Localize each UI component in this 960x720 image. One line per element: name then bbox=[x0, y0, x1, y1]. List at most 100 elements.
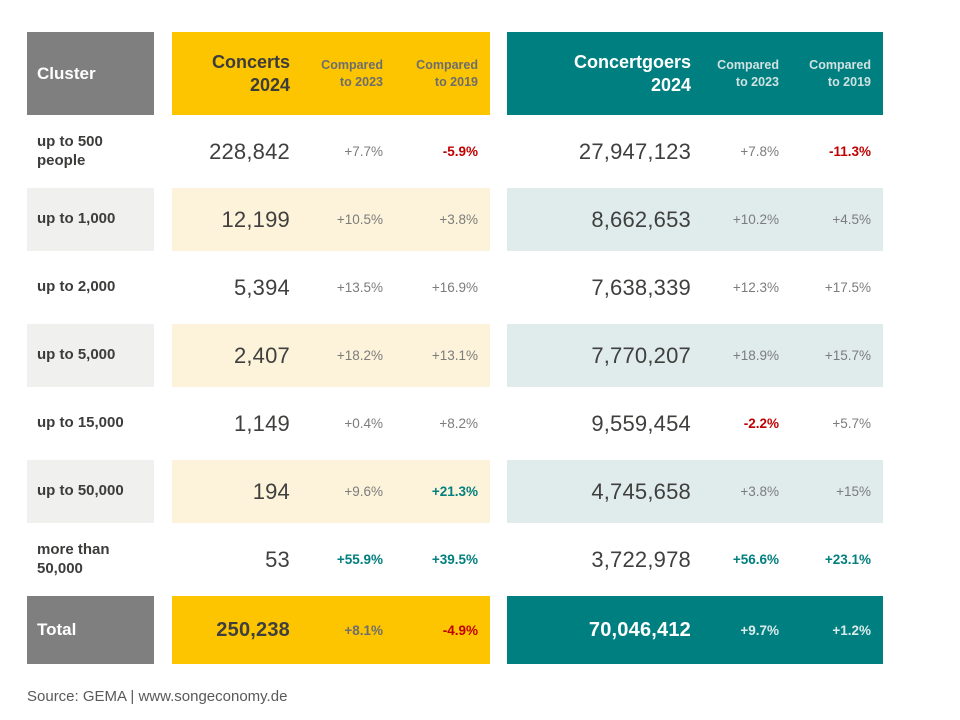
concerts-vs2019-cell: +21.3% bbox=[395, 460, 490, 523]
concerts-vs2023-value: +13.5% bbox=[336, 280, 383, 295]
cluster-cell: up to 50,000 bbox=[27, 460, 154, 523]
table-row: up to 500 people 228,842 +7.7% -5.9% 27,… bbox=[27, 120, 960, 183]
table-row: more than 50,000 53 +55.9% +39.5% 3,722,… bbox=[27, 528, 960, 591]
concertgoers-vs2019-value: +15% bbox=[836, 484, 871, 499]
concertgoers-value-cell: 27,947,123 bbox=[507, 120, 703, 183]
concertgoers-vs2019-cell: +23.1% bbox=[791, 528, 883, 591]
source-note: Source: GEMA | www.songeconomy.de bbox=[27, 688, 288, 705]
concerts-value: 1,149 bbox=[233, 410, 290, 436]
concertgoers-vs2019-value: +15.7% bbox=[824, 348, 871, 363]
concertgoers-vs2019-cell: +1.2% bbox=[791, 596, 883, 664]
concerts-vs2023-value: +0.4% bbox=[344, 416, 383, 431]
cluster-label: more than 50,000 bbox=[37, 540, 110, 577]
concerts-value: 5,394 bbox=[233, 274, 290, 300]
concertgoers-vs2023-label: Compared to 2023 bbox=[717, 57, 779, 89]
concertgoers-vs2019-cell: -11.3% bbox=[791, 120, 883, 183]
concertgoers-value: 9,559,454 bbox=[591, 410, 691, 436]
concerts-value-cell: 250,238 bbox=[172, 596, 302, 664]
concertgoers-value-cell: 70,046,412 bbox=[507, 596, 703, 664]
concertgoers-vs2023-value: +7.8% bbox=[740, 144, 779, 159]
concertgoers-value: 7,770,207 bbox=[591, 342, 691, 368]
concertgoers-vs2023-value: +10.2% bbox=[732, 212, 779, 227]
table-row: up to 2,000 5,394 +13.5% +16.9% 7,638,33… bbox=[27, 256, 960, 319]
concertgoers-vs2019-value: +17.5% bbox=[824, 280, 871, 295]
concertgoers-value-cell: 9,559,454 bbox=[507, 392, 703, 455]
concerts-vs2023-value: +10.5% bbox=[336, 212, 383, 227]
concertgoers-vs2023-cell: +56.6% bbox=[703, 528, 791, 591]
concertgoers-group: 8,662,653 +10.2% +4.5% bbox=[507, 188, 883, 251]
concerts-vs2023-label: Compared to 2023 bbox=[321, 57, 383, 89]
concertgoers-group: 7,638,339 +12.3% +17.5% bbox=[507, 256, 883, 319]
concerts-value: 2,407 bbox=[233, 342, 290, 368]
concertgoers-vs2019-value: +4.5% bbox=[832, 212, 871, 227]
concerts-vs2023-value: +18.2% bbox=[336, 348, 383, 363]
cluster-cell: up to 2,000 bbox=[27, 256, 154, 319]
concertgoers-group: 4,745,658 +3.8% +15% bbox=[507, 460, 883, 523]
concertgoers-title: Concertgoers 2024 bbox=[573, 52, 691, 95]
concerts-vs2019-value: +16.9% bbox=[431, 280, 478, 295]
concertgoers-vs2019-label: Compared to 2019 bbox=[809, 57, 871, 89]
concertgoers-vs2019-cell: +17.5% bbox=[791, 256, 883, 319]
concerts-group: 250,238 +8.1% -4.9% bbox=[172, 596, 490, 664]
table-row: up to 15,000 1,149 +0.4% +8.2% 9,559,454… bbox=[27, 392, 960, 455]
concerts-group: 194 +9.6% +21.3% bbox=[172, 460, 490, 523]
concertgoers-vs2023-cell: +10.2% bbox=[703, 188, 791, 251]
concertgoers-value-cell: 4,745,658 bbox=[507, 460, 703, 523]
concerts-vs2019-cell: -5.9% bbox=[395, 120, 490, 183]
concertgoers-vs2019-header: Compared to 2019 bbox=[791, 32, 883, 115]
concertgoers-value: 27,947,123 bbox=[578, 138, 691, 164]
concerts-header-group: Concerts 2024 Compared to 2023 Compared … bbox=[172, 32, 490, 115]
concertgoers-header-group: Concertgoers 2024 Compared to 2023 Compa… bbox=[507, 32, 883, 115]
concertgoers-total-value: 70,046,412 bbox=[588, 618, 691, 641]
concertgoers-vs2019-value: +23.1% bbox=[824, 552, 871, 567]
concerts-vs2023-cell: +18.2% bbox=[302, 324, 395, 387]
concerts-vs2019-cell: -4.9% bbox=[395, 596, 490, 664]
concerts-vs2023-value: +7.7% bbox=[344, 144, 383, 159]
concerts-value: 12,199 bbox=[221, 206, 290, 232]
concerts-vs2019-cell: +16.9% bbox=[395, 256, 490, 319]
concertgoers-vs2019-value: +5.7% bbox=[832, 416, 871, 431]
concerts-value-cell: 12,199 bbox=[172, 188, 302, 251]
concerts-group: 5,394 +13.5% +16.9% bbox=[172, 256, 490, 319]
concerts-value-cell: 228,842 bbox=[172, 120, 302, 183]
concerts-vs2019-cell: +3.8% bbox=[395, 188, 490, 251]
concertgoers-vs2023-cell: +18.9% bbox=[703, 324, 791, 387]
concerts-vs2023-cell: +55.9% bbox=[302, 528, 395, 591]
concertgoers-vs2023-cell: +12.3% bbox=[703, 256, 791, 319]
concertgoers-group: 3,722,978 +56.6% +23.1% bbox=[507, 528, 883, 591]
concertgoers-title-cell: Concertgoers 2024 bbox=[507, 32, 703, 115]
concerts-vs2023-cell: +10.5% bbox=[302, 188, 395, 251]
cluster-label: up to 2,000 bbox=[37, 278, 116, 296]
concertgoers-vs2023-header: Compared to 2023 bbox=[703, 32, 791, 115]
concertgoers-vs2023-cell: -2.2% bbox=[703, 392, 791, 455]
concerts-total-value: 250,238 bbox=[216, 618, 290, 641]
concerts-value-cell: 2,407 bbox=[172, 324, 302, 387]
concertgoers-vs2023-cell: +7.8% bbox=[703, 120, 791, 183]
concerts-vs2019-value: +39.5% bbox=[431, 552, 478, 567]
concertgoers-vs2019-cell: +15% bbox=[791, 460, 883, 523]
concerts-vs2023-cell: +9.6% bbox=[302, 460, 395, 523]
concerts-vs2019-label: Compared to 2019 bbox=[416, 57, 478, 89]
cluster-cell: up to 500 people bbox=[27, 120, 154, 183]
header-row: Cluster Concerts 2024 Compared to 2023 C… bbox=[27, 32, 960, 115]
concerts-value-cell: 5,394 bbox=[172, 256, 302, 319]
concerts-vs2023-value: +55.9% bbox=[336, 552, 383, 567]
concerts-vs2019-value: +21.3% bbox=[431, 484, 478, 499]
concerts-value: 53 bbox=[265, 546, 290, 572]
concerts-vs2019-value: +3.8% bbox=[439, 212, 478, 227]
concertgoers-vs2019-cell: +5.7% bbox=[791, 392, 883, 455]
concertgoers-group: 9,559,454 -2.2% +5.7% bbox=[507, 392, 883, 455]
concertgoers-value: 3,722,978 bbox=[591, 546, 691, 572]
concertgoers-vs2023-value: +3.8% bbox=[740, 484, 779, 499]
concerts-vs2023-value: +8.1% bbox=[344, 622, 383, 638]
cluster-cell: up to 15,000 bbox=[27, 392, 154, 455]
concerts-vs2023-cell: +8.1% bbox=[302, 596, 395, 664]
concerts-vs2023-header: Compared to 2023 bbox=[302, 32, 395, 115]
concerts-vs2023-cell: +13.5% bbox=[302, 256, 395, 319]
concerts-title-cell: Concerts 2024 bbox=[172, 32, 302, 115]
concertgoers-value: 8,662,653 bbox=[591, 206, 691, 232]
table-row: up to 50,000 194 +9.6% +21.3% 4,745,658 … bbox=[27, 460, 960, 523]
concertgoers-vs2019-value: -11.3% bbox=[828, 144, 871, 159]
concerts-value-cell: 1,149 bbox=[172, 392, 302, 455]
concerts-group: 12,199 +10.5% +3.8% bbox=[172, 188, 490, 251]
